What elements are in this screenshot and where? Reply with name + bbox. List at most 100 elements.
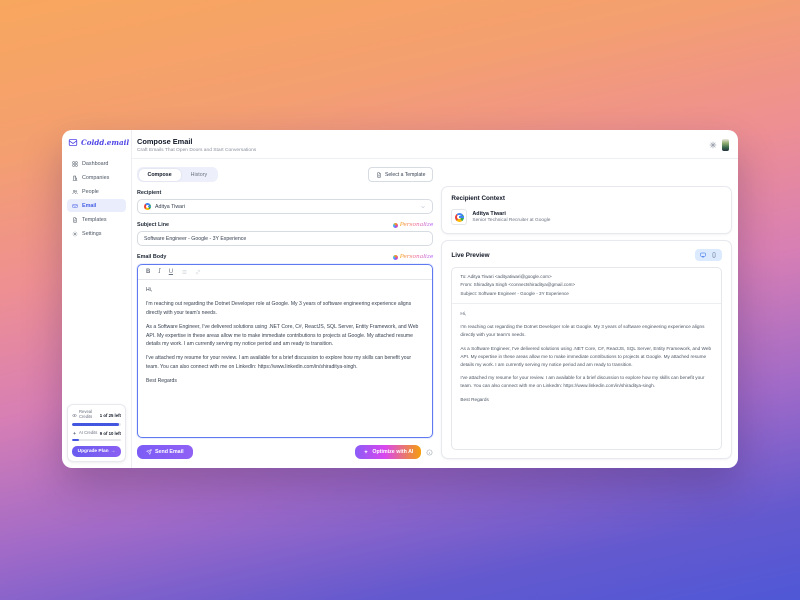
sidebar-item-label: Dashboard bbox=[82, 160, 109, 167]
send-email-button[interactable]: Send Email bbox=[137, 445, 193, 459]
reveal-credits-row: Reveal Credits 1 of 25 left bbox=[72, 410, 121, 420]
recipient-label: Recipient bbox=[137, 190, 162, 196]
recipient-context-card: Recipient Context Aditya Tiwari Senior T… bbox=[441, 186, 732, 234]
sidebar-item-templates[interactable]: Templates bbox=[67, 213, 126, 226]
bullet-list-icon[interactable] bbox=[181, 269, 187, 275]
personalize-body-button[interactable]: Personalize bbox=[392, 254, 434, 260]
preview-subject-line: Subject: Software Engineer - Google - 3Y… bbox=[460, 290, 569, 296]
live-preview-header: Live Preview bbox=[451, 249, 722, 261]
sidebar-item-dashboard[interactable]: Dashboard bbox=[67, 157, 126, 170]
email-body-text[interactable]: Hi, I'm reaching out regarding the Dotne… bbox=[138, 280, 432, 437]
device-toggle bbox=[695, 249, 722, 261]
header-actions bbox=[709, 139, 729, 151]
recipient-selected-option: Aditya Tiwari bbox=[144, 203, 185, 210]
editor-toolbar: B I U bbox=[138, 265, 433, 280]
personalize-label: Personalize bbox=[399, 254, 434, 260]
profile-avatar[interactable] bbox=[722, 139, 729, 151]
body-paragraph: I'm reaching out regarding the Dotnet De… bbox=[146, 301, 412, 316]
template-doc-icon bbox=[376, 172, 382, 178]
reveal-credits-label: Reveal Credits bbox=[79, 409, 93, 420]
ai-credits-value: 9 of 10 left bbox=[99, 430, 121, 436]
app-window: Coldd.email Dashboard Companies bbox=[62, 130, 738, 468]
tab-compose[interactable]: Compose bbox=[138, 168, 181, 181]
credits-card: Reveal Credits 1 of 25 left AI Credits 9… bbox=[67, 404, 126, 462]
preview-paragraph: I'm reaching out regarding the Dotnet De… bbox=[460, 324, 705, 338]
email-body-editor[interactable]: B I U Hi, I'm reaching o bbox=[137, 264, 434, 438]
recipient-context-title: Recipient Context bbox=[451, 195, 505, 202]
personalize-subject-button[interactable]: Personalize bbox=[392, 222, 434, 228]
people-icon bbox=[72, 189, 78, 195]
personalize-label: Personalize bbox=[399, 222, 434, 228]
ai-credits-row: AI Credits 9 of 10 left bbox=[72, 430, 121, 436]
compose-footer: Send Email Optimize with AI bbox=[137, 445, 433, 459]
info-icon[interactable] bbox=[426, 449, 433, 456]
recipient-context-info: Aditya Tiwari Senior Technical Recruiter… bbox=[472, 211, 550, 224]
underline-button[interactable]: U bbox=[168, 269, 174, 275]
arrow-right-icon: → bbox=[110, 449, 116, 454]
preview-paragraph: I've attached my resume for your review.… bbox=[460, 375, 705, 389]
recipient-context-role: Senior Technical Recruiter at Google bbox=[472, 218, 551, 224]
reveal-credits-progress-fill bbox=[72, 423, 119, 426]
tab-history[interactable]: History bbox=[190, 171, 208, 178]
sparkle-icon bbox=[363, 449, 369, 455]
preview-paragraph: As a Software Engineer, I've delivered s… bbox=[460, 345, 712, 367]
upgrade-plan-button[interactable]: Upgrade Plan → bbox=[72, 446, 121, 457]
email-preview-meta: To: Aditya Tiwari <adityatiwari@google.c… bbox=[452, 268, 721, 304]
sidebar-item-label: Companies bbox=[82, 174, 110, 181]
subject-input[interactable]: Software Engineer - Google - 3Y Experien… bbox=[137, 231, 434, 246]
sidebar-item-email[interactable]: Email bbox=[67, 199, 126, 212]
italic-button[interactable]: I bbox=[158, 268, 161, 275]
ai-credits-progressbar bbox=[72, 438, 121, 441]
sidebar-item-companies[interactable]: Companies bbox=[67, 171, 126, 184]
body-paragraph: Hi, bbox=[146, 287, 153, 293]
select-template-label: Select a Template bbox=[385, 171, 426, 178]
sidebar-item-label: Templates bbox=[82, 216, 107, 223]
building-icon bbox=[72, 175, 78, 181]
preview-paragraph: Best Regards bbox=[460, 396, 489, 402]
recipient-context-row: Aditya Tiwari Senior Technical Recruiter… bbox=[451, 209, 722, 225]
google-logo-icon bbox=[144, 203, 151, 210]
footer-right-group: Optimize with AI bbox=[355, 445, 433, 459]
subject-label-row: Subject Line Personalize bbox=[137, 222, 433, 228]
recipient-context-name: Aditya Tiwari bbox=[472, 210, 506, 217]
sidebar: Coldd.email Dashboard Companies bbox=[62, 130, 132, 468]
body-paragraph: Best Regards bbox=[146, 378, 177, 385]
compose-column: Compose History Select a Template Recipi… bbox=[137, 167, 434, 459]
chevron-down-icon bbox=[420, 204, 426, 210]
sidebar-item-people[interactable]: People bbox=[67, 185, 126, 198]
email-preview-box: To: Aditya Tiwari <adityatiwari@google.c… bbox=[451, 267, 722, 450]
optimize-with-ai-button[interactable]: Optimize with AI bbox=[355, 445, 422, 459]
subject-value: Software Engineer - Google - 3Y Experien… bbox=[144, 235, 247, 242]
sidebar-item-label: Settings bbox=[82, 230, 102, 237]
desktop-view-icon[interactable] bbox=[700, 252, 706, 258]
page-title: Compose Email bbox=[137, 137, 193, 146]
body-paragraph: I've attached my resume for your review.… bbox=[146, 355, 412, 370]
live-preview-title: Live Preview bbox=[451, 251, 490, 259]
link-icon[interactable] bbox=[195, 269, 201, 275]
live-preview-card: Live Preview bbox=[441, 240, 732, 459]
ai-credits-label-group: AI Credits bbox=[72, 430, 99, 436]
preview-paragraph: Hi, bbox=[460, 310, 467, 316]
snowflake-icon[interactable] bbox=[709, 141, 717, 149]
mail-icon bbox=[72, 203, 78, 209]
reveal-credits-value: 1 of 25 left bbox=[99, 412, 121, 418]
dashboard-grid-icon bbox=[72, 161, 78, 167]
tabs-row: Compose History Select a Template bbox=[137, 167, 434, 182]
bold-button[interactable]: B bbox=[146, 269, 151, 275]
company-logo-badge bbox=[451, 209, 468, 225]
optimize-with-ai-label: Optimize with AI bbox=[372, 449, 414, 455]
paper-plane-icon bbox=[146, 449, 152, 455]
app-logo[interactable]: Coldd.email bbox=[67, 137, 130, 154]
app-logo-text: Coldd.email bbox=[81, 138, 130, 147]
recipient-select[interactable]: Aditya Tiwari bbox=[137, 199, 434, 214]
mail-logo-icon bbox=[68, 138, 78, 147]
upgrade-plan-label: Upgrade Plan bbox=[77, 449, 109, 454]
palette-icon bbox=[392, 222, 398, 228]
mobile-view-icon[interactable] bbox=[711, 252, 717, 258]
sidebar-item-label: Email bbox=[82, 202, 97, 209]
select-template-button[interactable]: Select a Template bbox=[368, 167, 434, 182]
ai-credits-progress-fill bbox=[72, 438, 80, 441]
sidebar-item-settings[interactable]: Settings bbox=[67, 227, 126, 240]
main-panel: Compose Email Craft Emails That Open Doo… bbox=[132, 130, 738, 468]
